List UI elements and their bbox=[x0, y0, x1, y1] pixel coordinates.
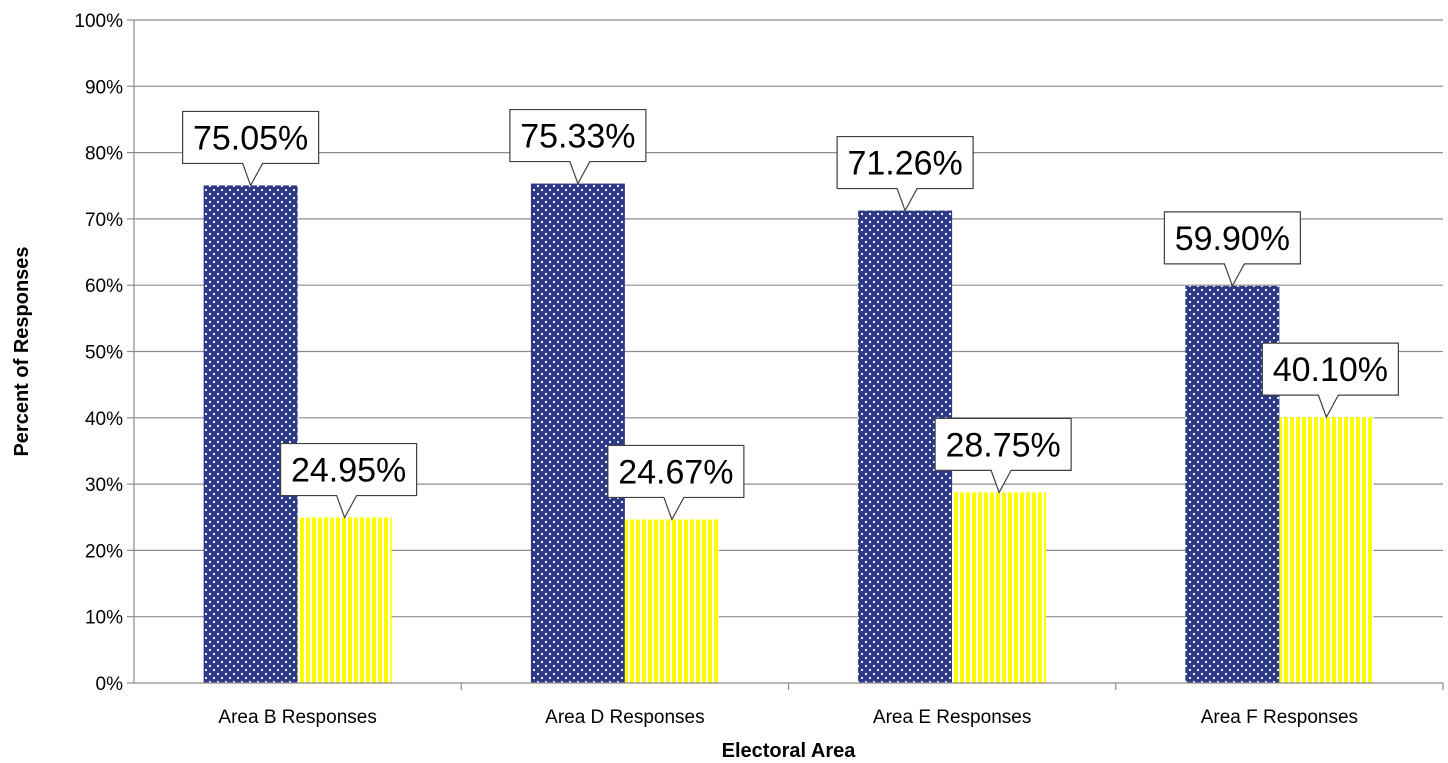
data-label: 75.05% bbox=[193, 119, 308, 157]
data-label: 71.26% bbox=[847, 145, 962, 183]
data-label-callout bbox=[1261, 342, 1399, 419]
data-label-callout bbox=[607, 444, 745, 521]
axes: 0% 10% 20% 30% 40% 50% 60% 70% 80% 90% 100% Area B … bbox=[74, 11, 1444, 728]
y-tick-label: 60% bbox=[85, 276, 123, 297]
y-tick-label: 50% bbox=[85, 343, 123, 364]
bar bbox=[530, 183, 625, 683]
x-tick-label: Area D Responses bbox=[545, 707, 704, 728]
y-tick-label: 70% bbox=[85, 210, 123, 231]
data-label-callout bbox=[280, 442, 418, 520]
bar bbox=[1279, 417, 1374, 683]
y-tick-label: 90% bbox=[85, 77, 123, 98]
data-label-callout bbox=[182, 110, 320, 187]
data-label-callout bbox=[1163, 211, 1301, 288]
data-label: 28.75% bbox=[945, 426, 1060, 464]
bar bbox=[203, 185, 298, 683]
data-label-callout bbox=[509, 108, 647, 186]
x-axis-title: Electoral Area bbox=[722, 740, 857, 762]
bar bbox=[297, 517, 392, 683]
x-tick-label: Area E Responses bbox=[873, 707, 1031, 728]
data-label: 40.10% bbox=[1273, 351, 1388, 389]
y-tick-label: 80% bbox=[85, 144, 123, 165]
x-tick-label: Area B Responses bbox=[218, 707, 376, 728]
data-label-callout bbox=[934, 417, 1072, 494]
y-tick-label: 40% bbox=[85, 409, 123, 430]
data-label: 75.33% bbox=[520, 118, 635, 156]
y-tick-label: 10% bbox=[85, 608, 123, 629]
data-label: 24.95% bbox=[291, 452, 406, 490]
data-labels: 75.05% 24.95% 75.33% 24.67% 71.26% 28.75% 59.9… bbox=[182, 108, 1399, 521]
y-tick-label: 20% bbox=[85, 541, 123, 562]
data-label: 24.67% bbox=[618, 453, 733, 491]
y-axis-title: Percent of Responses bbox=[11, 246, 33, 456]
y-tick-label: 100% bbox=[74, 11, 123, 32]
bar bbox=[952, 492, 1047, 683]
data-label: 59.90% bbox=[1175, 220, 1290, 258]
data-label-callout bbox=[836, 135, 974, 213]
x-tick-label: Area F Responses bbox=[1201, 707, 1358, 728]
y-tick-label: 30% bbox=[85, 475, 123, 496]
bar bbox=[624, 519, 719, 683]
y-tick-label: 0% bbox=[96, 674, 124, 695]
